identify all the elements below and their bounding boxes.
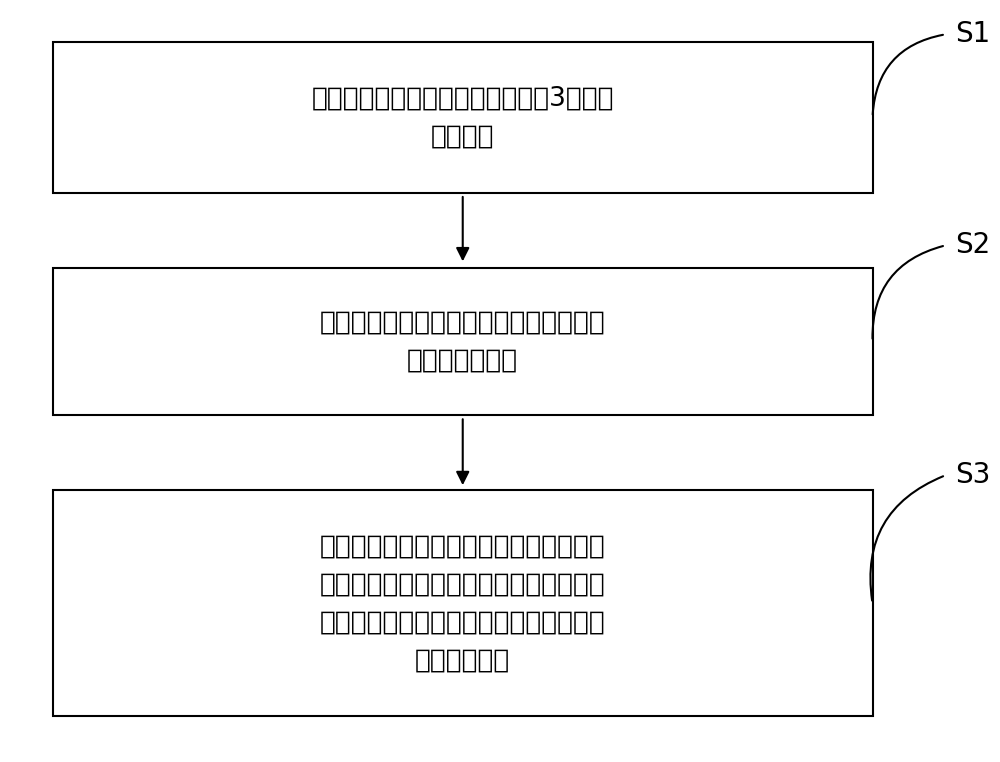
FancyBboxPatch shape bbox=[53, 490, 873, 716]
Text: S2: S2 bbox=[955, 232, 991, 259]
Text: S1: S1 bbox=[955, 21, 991, 48]
Text: 启动燃烧器，所述燃烧器包括至少3个可调
节的档位: 启动燃烧器，所述燃烧器包括至少3个可调 节的档位 bbox=[311, 85, 614, 149]
FancyBboxPatch shape bbox=[53, 268, 873, 415]
Text: S3: S3 bbox=[955, 461, 991, 489]
Text: 获取检测温度，所述检测温度为所述燃烧
器当前燃烧温度: 获取检测温度，所述检测温度为所述燃烧 器当前燃烧温度 bbox=[320, 309, 606, 373]
FancyBboxPatch shape bbox=[53, 42, 873, 193]
Text: 根据所述检测温度对所述燃烧器进行调节
，其中，所述调节包括步进式调节，所述
步进式调节通过逐级调节所述燃烧器的可
调节档位实现: 根据所述检测温度对所述燃烧器进行调节 ，其中，所述调节包括步进式调节，所述 步进… bbox=[320, 533, 606, 674]
